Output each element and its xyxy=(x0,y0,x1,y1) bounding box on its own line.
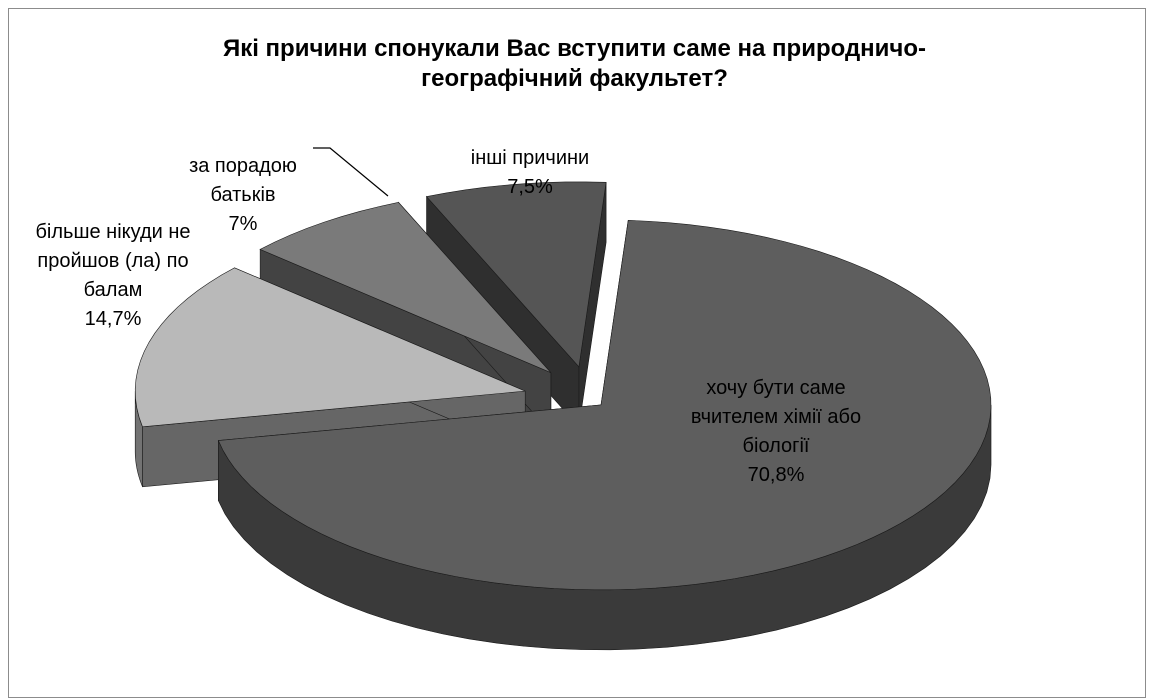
chart-title: Які причини спонукали Вас вступити саме … xyxy=(222,35,927,92)
pie-slice xyxy=(425,181,607,368)
pie-slice xyxy=(217,220,992,591)
slice-value-label: 70,8% xyxy=(748,464,805,486)
slice-label: хочу бути саме вчителем хімії або біології… xyxy=(691,377,861,486)
slice-label-line: біології xyxy=(743,435,810,457)
pie-slice xyxy=(134,267,526,428)
slice-label-line: інші причини xyxy=(471,147,589,169)
slice-value-label: 7% xyxy=(229,213,258,235)
slice-label-line: хочу бути саме xyxy=(706,377,845,399)
slice-label-line: пройшов (ла) по xyxy=(37,250,188,272)
pie-slice xyxy=(259,202,552,373)
slice-label: за порадою батьків 7% xyxy=(189,155,297,235)
slice-label-line: батьків xyxy=(210,184,275,206)
slice-value-label: 14,7% xyxy=(85,308,142,330)
slice-label: більше нікуди не пройшов (ла) по балам 14,7… xyxy=(35,221,190,330)
pie-labels: хочу бути саме вчителем хімії або біології… xyxy=(35,147,861,486)
leader-line xyxy=(313,147,389,197)
slice-label-line: балам xyxy=(84,279,143,301)
slice-label-line: більше нікуди не xyxy=(35,221,190,243)
slice-label-line: вчителем хімії або xyxy=(691,406,861,428)
slice-value-label: 7,5% xyxy=(507,176,553,198)
slice-label: інші причини 7,5% xyxy=(471,147,589,198)
pie-tops xyxy=(134,181,992,591)
slice-label-line: за порадою xyxy=(189,155,297,177)
